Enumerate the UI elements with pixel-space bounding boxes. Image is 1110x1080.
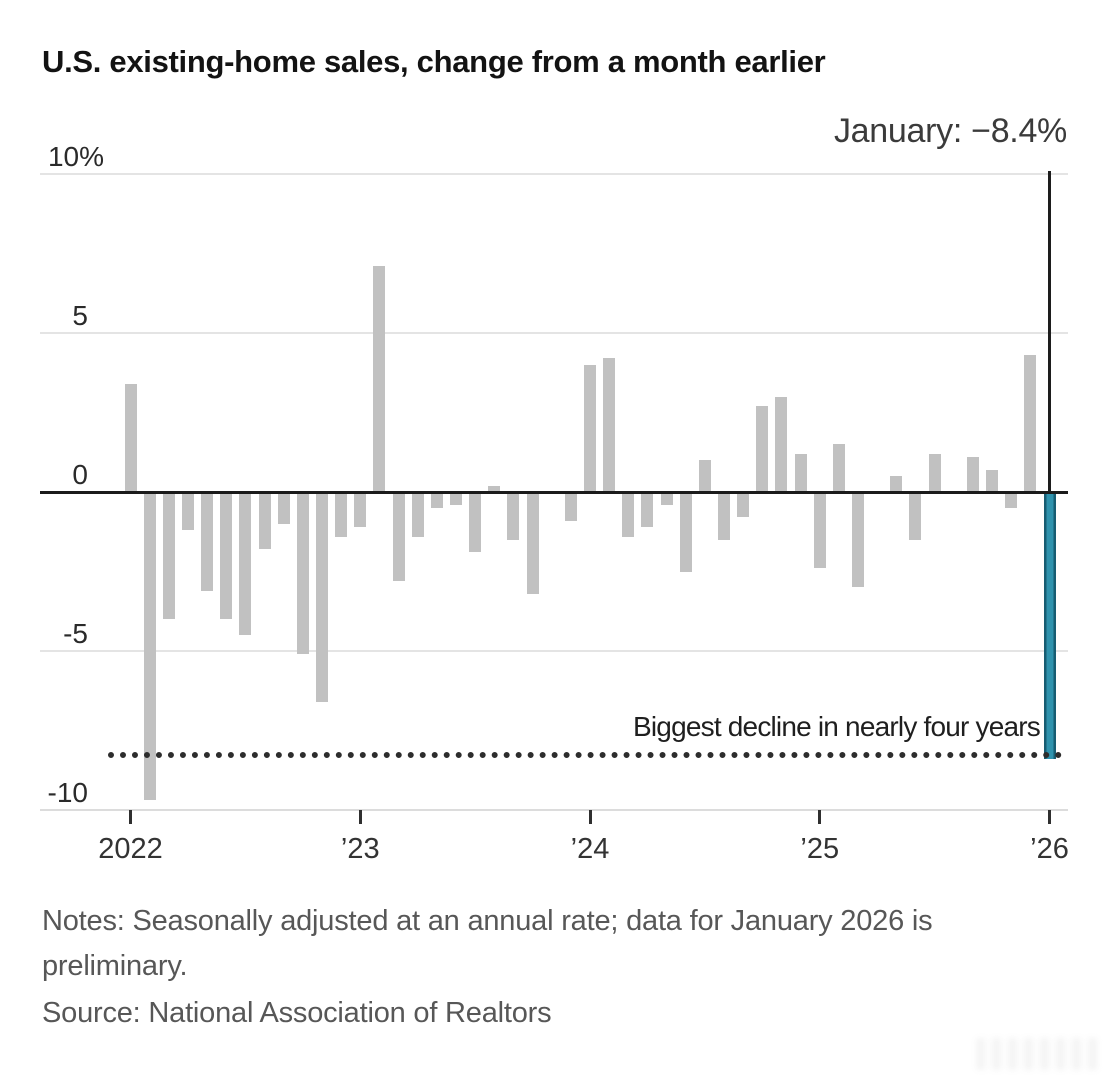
bar	[469, 492, 482, 553]
y-axis-label: 0	[72, 459, 88, 490]
y-axis-label: -10	[47, 777, 88, 808]
bar	[354, 492, 367, 527]
bar	[584, 364, 596, 492]
dotted-reference-line	[108, 752, 1062, 758]
bar	[775, 396, 788, 492]
bar	[928, 453, 941, 492]
bar	[296, 492, 309, 655]
bar	[718, 492, 731, 540]
bar	[756, 406, 769, 492]
gridline	[40, 173, 1068, 175]
bar	[986, 469, 999, 492]
bar	[181, 492, 194, 531]
y-axis-label: -5	[63, 618, 88, 649]
bar	[315, 492, 328, 702]
bar	[124, 383, 137, 492]
bar	[832, 444, 845, 492]
chart-title: U.S. existing-home sales, change from a …	[42, 44, 826, 79]
bar	[507, 492, 520, 540]
decline-annotation: Biggest decline in nearly four years	[633, 711, 1041, 742]
y-axis-label: 5	[72, 300, 88, 331]
bar	[449, 492, 462, 505]
bar	[698, 460, 711, 492]
x-axis-label: ’23	[340, 833, 380, 865]
bar	[679, 492, 692, 572]
bar	[813, 492, 826, 569]
bar-highlight-jan-2026	[1043, 492, 1056, 760]
bar	[335, 492, 348, 537]
x-axis-label: ’24	[570, 833, 610, 865]
x-axis-tick	[129, 810, 132, 824]
bar	[373, 266, 386, 492]
bar	[641, 492, 654, 527]
bar	[1005, 492, 1018, 508]
bar	[488, 485, 501, 492]
bar	[564, 492, 577, 521]
gridline	[40, 809, 1068, 811]
x-axis-tick	[1048, 810, 1051, 824]
bar	[622, 492, 635, 537]
notes-text: Notes: Seasonally adjusted at an annual …	[42, 905, 933, 982]
x-axis-tick	[588, 810, 592, 824]
bar	[277, 492, 290, 524]
bar	[966, 457, 979, 492]
zero-line	[40, 490, 1068, 494]
x-axis-label: 2022	[98, 833, 163, 865]
x-axis-label: ’26	[1030, 833, 1069, 865]
bar	[1024, 355, 1037, 492]
bar	[890, 476, 903, 492]
x-axis-tick	[358, 810, 362, 824]
y-axis-label: 10%	[47, 141, 104, 172]
bar	[239, 492, 252, 636]
bar	[201, 492, 214, 591]
callout-line	[1048, 171, 1051, 492]
x-axis-tick	[818, 810, 822, 824]
bar	[143, 492, 156, 801]
highlight-callout-label: January: −8.4%	[833, 112, 1067, 150]
gridline	[40, 332, 1068, 334]
gridline	[40, 650, 1068, 652]
bar	[909, 492, 922, 540]
source-text: Source: National Association of Realtors	[42, 997, 552, 1029]
bar	[852, 492, 865, 588]
bar	[220, 492, 233, 620]
bar	[737, 492, 750, 518]
bar	[411, 492, 424, 537]
bar	[526, 492, 539, 594]
bar	[392, 492, 405, 582]
bar	[660, 492, 673, 505]
watermark	[976, 1038, 1098, 1070]
bar	[162, 492, 175, 620]
bar	[430, 492, 443, 508]
x-axis-label: ’25	[800, 833, 840, 865]
bar	[603, 358, 616, 492]
bar	[258, 492, 271, 550]
bar	[794, 453, 807, 492]
